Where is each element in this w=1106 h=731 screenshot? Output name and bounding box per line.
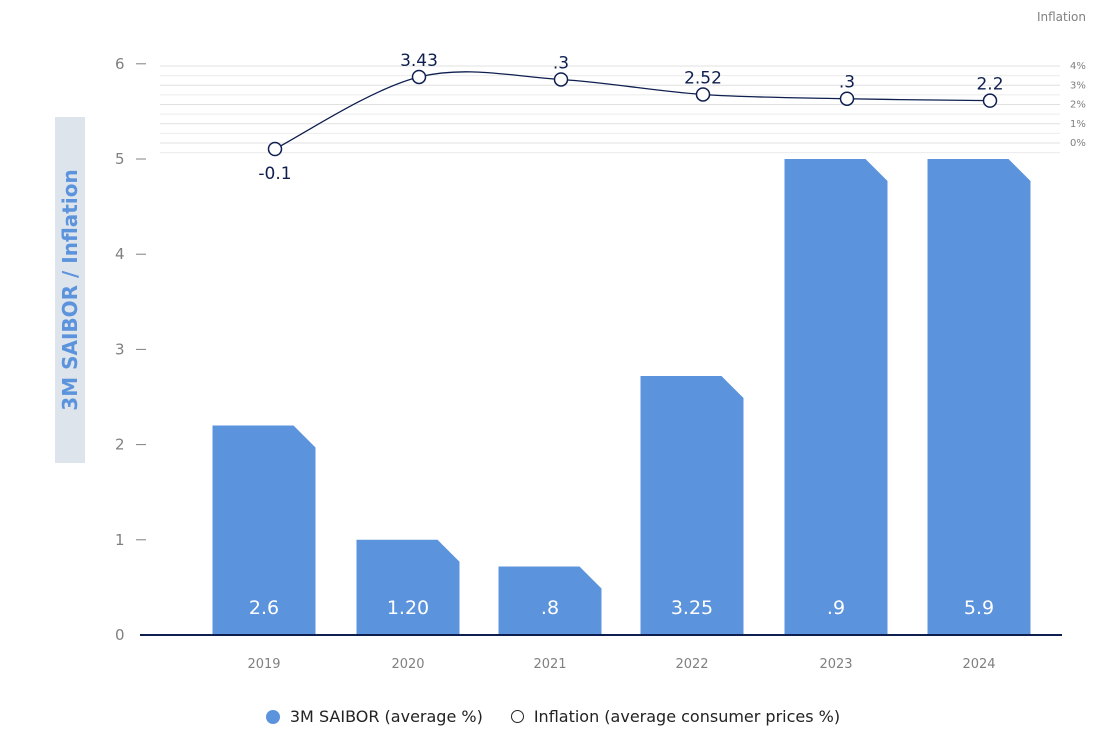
bar (784, 159, 888, 635)
x-tick-label: 2020 (391, 657, 424, 672)
inflation-point (839, 91, 855, 106)
inflation-value-label: .3 (839, 73, 855, 93)
inflation-point (553, 72, 569, 87)
secondary-tick-label: 0% (1070, 138, 1086, 149)
x-tick-label: 2021 (533, 657, 566, 672)
inflation-value-label: 3.43 (400, 51, 438, 71)
legend-swatch-inflation (510, 710, 524, 723)
bar-value-label: 1.20 (387, 597, 429, 619)
legend-label-inflation: Inflation (average consumer prices %) (533, 707, 841, 726)
inflation-point (982, 93, 998, 108)
inflation-value-label: 2.2 (976, 75, 1003, 95)
inflation-value-label: -0.1 (258, 164, 291, 184)
bar (640, 376, 744, 635)
y-tick-label: 3 (115, 340, 125, 358)
bar (212, 425, 316, 635)
chart-canvas: 0% 1% 2% 3% 4% 0 1 2 3 4 5 6 2.6 1.20 .8 3.25 .9 5.9 2019 2… (115, 51, 1086, 672)
legend-label-saibor: 3M SAIBOR (average %) (289, 707, 483, 726)
y-tick-label: 2 (115, 436, 125, 454)
legend: 3M SAIBOR (average %) Inflation (average… (0, 707, 1106, 726)
bar-value-label: .8 (541, 597, 559, 619)
y-tick-label: 0 (115, 626, 125, 644)
inflation-point (267, 141, 283, 157)
bar-value-label: .9 (827, 597, 845, 619)
bar (927, 159, 1031, 635)
y-tick-label: 6 (115, 55, 125, 73)
inflation-point (695, 87, 711, 102)
secondary-tick-label: 1% (1070, 119, 1086, 130)
legend-item-inflation[interactable]: Inflation (average consumer prices %) (510, 707, 841, 726)
inflation-line (274, 71, 991, 150)
x-tick-label: 2023 (819, 657, 852, 672)
secondary-tick-label: 3% (1070, 80, 1086, 91)
bar-value-label: 2.6 (249, 597, 279, 619)
secondary-tick-label: 4% (1070, 61, 1086, 72)
bar-value-label: 5.9 (964, 597, 994, 619)
x-tick-label: 2022 (675, 657, 708, 672)
bar-value-label: 3.25 (671, 597, 713, 619)
secondary-axis-title: Inflation (1036, 10, 1086, 24)
inflation-value-label: .3 (553, 53, 569, 73)
y-axis-label-background (55, 117, 85, 463)
inflation-value-label: 2.52 (684, 68, 722, 88)
legend-item-saibor[interactable]: 3M SAIBOR (average %) (265, 707, 483, 726)
bar (498, 566, 602, 635)
inflation-point (411, 69, 427, 85)
x-tick-label: 2019 (247, 657, 280, 672)
legend-swatch-saibor (265, 709, 280, 724)
y-tick-label: 1 (115, 531, 125, 549)
y-tick-label: 4 (115, 245, 125, 263)
y-tick-label: 5 (115, 150, 125, 168)
bar (356, 539, 460, 635)
x-tick-label: 2024 (962, 657, 995, 672)
secondary-tick-label: 2% (1070, 100, 1086, 111)
